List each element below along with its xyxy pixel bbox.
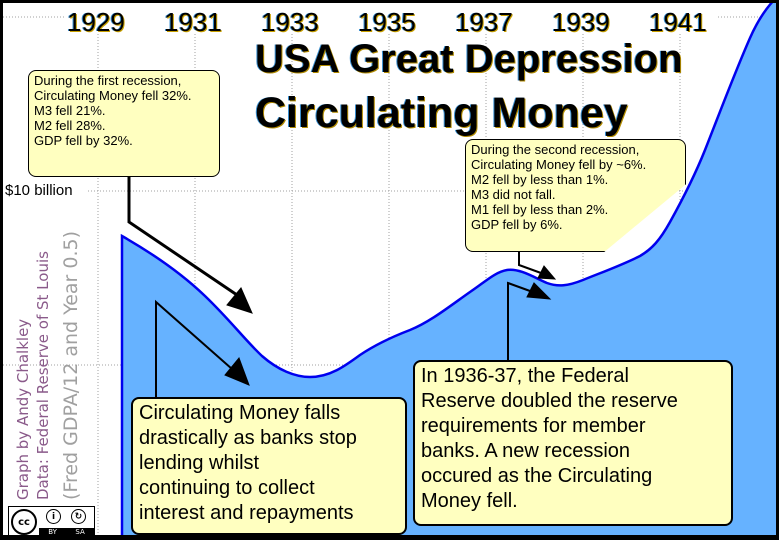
year-label-1935: 1935 bbox=[358, 7, 416, 37]
cc-icon: cc bbox=[11, 509, 37, 535]
arrow-second-recession bbox=[518, 249, 542, 274]
credit-author: Graph by Andy Chalkley bbox=[14, 318, 32, 500]
by-person-icon: i bbox=[46, 509, 61, 524]
annotation-arrows bbox=[127, 175, 557, 398]
cc-license-badge: cc i ↻ BY SA bbox=[8, 506, 95, 535]
license-sa: SA bbox=[75, 528, 85, 535]
note-banks-stop-lending: Circulating Money falls drastically as b… bbox=[131, 397, 407, 535]
license-strip: BY SA bbox=[39, 528, 94, 535]
year-label-1931: 1931 bbox=[164, 7, 222, 37]
year-label-1929: 1929 bbox=[67, 7, 125, 37]
year-label-1937: 1937 bbox=[455, 7, 513, 37]
year-label-1939: 1939 bbox=[552, 7, 610, 37]
arrow-reserve-requirements bbox=[507, 281, 531, 360]
license-by: BY bbox=[48, 528, 57, 535]
year-label-1933: 1933 bbox=[261, 7, 319, 37]
circulating-money-line bbox=[120, 3, 774, 535]
chart-subtitle: Circulating Money bbox=[255, 89, 628, 137]
note-reserve-requirements: In 1936-37, the Federal Reserve doubled … bbox=[413, 360, 733, 526]
chart-title: USA Great Depression bbox=[255, 37, 683, 81]
sa-share-alike-icon: ↻ bbox=[71, 509, 86, 524]
credit-series-info: (Fred GDPA/12 and Year 0.5) bbox=[60, 230, 82, 500]
arrow-banks-stop-lending bbox=[155, 299, 233, 398]
arrow-first-recession bbox=[127, 175, 241, 299]
chart-frame: 1929 1931 1933 1935 1937 1939 1941 USA G… bbox=[3, 3, 776, 535]
y-axis-label: $10 billion bbox=[5, 182, 73, 199]
credit-data-source: Data: Federal Reserve of St Louis bbox=[34, 251, 52, 500]
note-second-recession: During the second recession, Circulating… bbox=[465, 139, 686, 252]
year-label-1941: 1941 bbox=[649, 7, 707, 37]
note-first-recession: During the first recession, Circulating … bbox=[28, 70, 220, 177]
